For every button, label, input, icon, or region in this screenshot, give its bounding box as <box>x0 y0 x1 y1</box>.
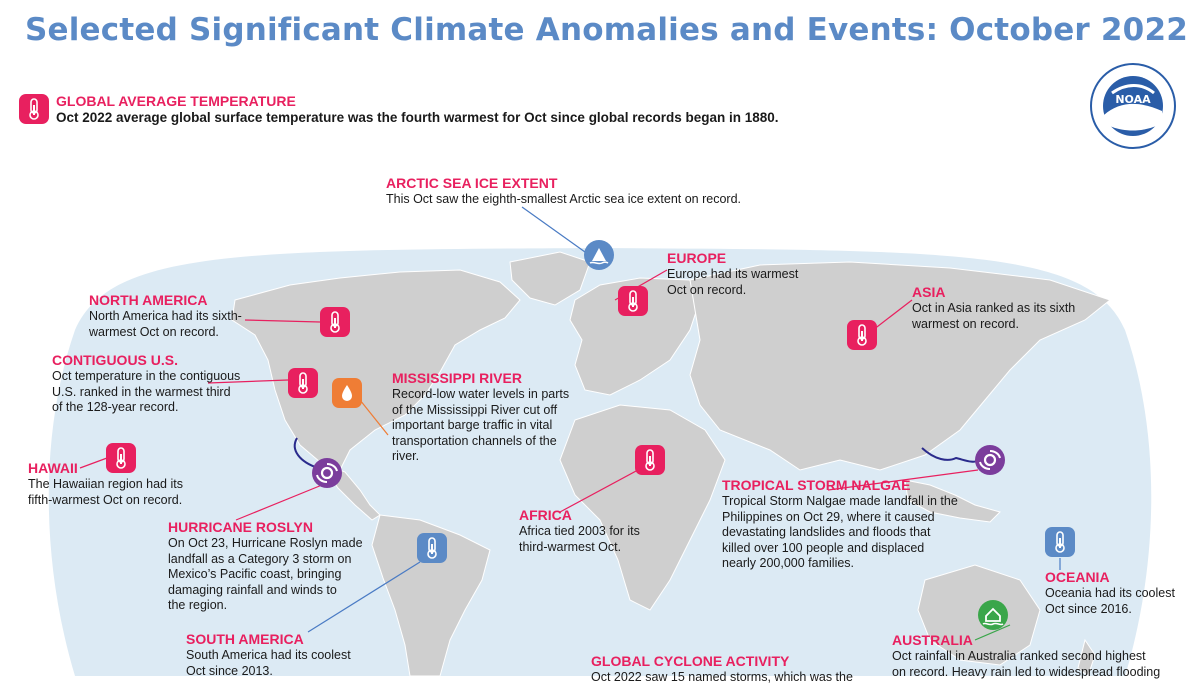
nalgae-track <box>921 447 983 463</box>
mississippi-text-4: transportation channels of the <box>392 433 557 448</box>
roslyn-label: HURRICANE ROSLYN On Oct 23, Hurricane Ro… <box>168 519 363 614</box>
mississippi-text-1: Record-low water levels in parts <box>392 387 570 401</box>
contiguous-us-label: CONTIGUOUS U.S. Oct temperature in the c… <box>52 352 240 416</box>
australia-text-2: on record. Heavy rain led to widespread … <box>892 664 1161 679</box>
contiguous-us-text-1: Oct temperature in the contiguous <box>52 369 241 383</box>
thermometer-icon <box>19 94 49 124</box>
thermometer-icon <box>847 320 877 350</box>
australia-label: AUSTRALIA Oct rainfall in Australia rank… <box>892 632 1160 680</box>
arctic-heading: ARCTIC SEA ICE EXTENT <box>386 175 558 191</box>
thermometer-icon <box>288 368 318 398</box>
asia-heading: ASIA <box>912 284 946 300</box>
nalgae-text-3: devastating landslides and floods that <box>722 525 931 539</box>
europe-text-2: Oct on record. <box>667 282 747 297</box>
noaa-logo: NOAA <box>1090 63 1176 149</box>
oceania-text-2: Oct since 2016. <box>1045 601 1132 616</box>
south-america-label: SOUTH AMERICA South America had its cool… <box>186 631 351 679</box>
nalgae-label: TROPICAL STORM NALGAE Tropical Storm Nal… <box>722 477 958 572</box>
north-america-land <box>231 269 521 471</box>
africa-text-1: Africa tied 2003 for its <box>519 524 640 538</box>
hawaii-text-1: The Hawaiian region had its <box>28 477 183 491</box>
arctic-label: ARCTIC SEA ICE EXTENT This Oct saw the e… <box>386 175 741 208</box>
mississippi-text-3: important barge traffic in vital <box>392 418 553 432</box>
thermometer-icon <box>618 286 648 316</box>
sea-ice-icon <box>584 240 614 270</box>
europe-land <box>569 277 701 396</box>
mississippi-label: MISSISSIPPI RIVER Record-low water level… <box>392 370 569 465</box>
oceania-heading: OCEANIA <box>1045 569 1110 585</box>
water-drop-icon <box>332 378 362 408</box>
north-america-heading: NORTH AMERICA <box>89 292 208 308</box>
asia-text-2: warmest on record. <box>912 316 1019 331</box>
nalgae-text-5: nearly 200,000 families. <box>722 556 855 570</box>
roslyn-text-2: landfall as a Category 3 storm on <box>168 551 352 566</box>
logo-text: NOAA <box>1115 93 1151 106</box>
south-america-heading: SOUTH AMERICA <box>186 631 304 647</box>
hawaii-text-2: fifth-warmest Oct on record. <box>28 492 183 507</box>
asia-land <box>689 261 1112 471</box>
europe-text-1: Europe had its warmest <box>667 267 799 281</box>
africa-label: AFRICA Africa tied 2003 for its third-wa… <box>519 507 640 555</box>
global-temp-text: Oct 2022 average global surface temperat… <box>56 110 779 125</box>
australia-heading: AUSTRALIA <box>892 632 973 648</box>
north-america-text-1: North America had its sixth- <box>89 309 242 323</box>
contiguous-us-text-2: U.S. ranked in the warmest third <box>52 384 231 399</box>
roslyn-text-1: On Oct 23, Hurricane Roslyn made <box>168 536 363 550</box>
thermometer-icon <box>1045 527 1075 557</box>
roslyn-text-3: Mexico’s Pacific coast, bringing <box>168 567 342 581</box>
roslyn-heading: HURRICANE ROSLYN <box>168 519 313 535</box>
mississippi-heading: MISSISSIPPI RIVER <box>392 370 522 386</box>
thermometer-icon <box>417 533 447 563</box>
maritime-asia-land <box>904 479 1001 523</box>
new-zealand-land <box>1077 638 1096 676</box>
thermometer-icon <box>635 445 665 475</box>
arctic-text: This Oct saw the eighth-smallest Arctic … <box>386 192 742 206</box>
europe-label: EUROPE Europe had its warmest Oct on rec… <box>667 250 798 298</box>
europe-heading: EUROPE <box>667 250 727 266</box>
hurricane-icon <box>975 445 1005 475</box>
africa-heading: AFRICA <box>519 507 572 523</box>
page-title: Selected Significant Climate Anomalies a… <box>24 12 1188 48</box>
africa-text-2: third-warmest Oct. <box>519 539 622 554</box>
south-america-text-2: Oct since 2013. <box>186 663 273 678</box>
australia-text-1: Oct rainfall in Australia ranked second … <box>892 649 1146 663</box>
oceania-label: OCEANIA Oceania had its coolest Oct sinc… <box>1045 569 1175 617</box>
global-temp-heading: GLOBAL AVERAGE TEMPERATURE <box>56 93 296 109</box>
roslyn-text-5: the region. <box>168 598 228 612</box>
oceania-text-1: Oceania had its coolest <box>1045 586 1175 600</box>
flood-icon <box>978 600 1008 630</box>
contiguous-us-heading: CONTIGUOUS U.S. <box>52 352 179 368</box>
hurricane-icon <box>312 458 342 488</box>
asia-text-1: Oct in Asia ranked as its sixth <box>912 301 1076 315</box>
mississippi-text-2: of the Mississippi River cut off <box>392 402 558 417</box>
north-america-text-2: warmest Oct on record. <box>89 324 219 339</box>
nalgae-heading: TROPICAL STORM NALGAE <box>722 477 911 493</box>
thermometer-icon <box>106 443 136 473</box>
cyclone-text-1: Oct 2022 saw 15 named storms, which was … <box>591 670 853 684</box>
cyclone-heading: GLOBAL CYCLONE ACTIVITY <box>591 653 790 669</box>
asia-label: ASIA Oct in Asia ranked as its sixth war… <box>912 284 1075 332</box>
mississippi-text-5: river. <box>392 449 420 463</box>
north-america-label: NORTH AMERICA North America had its sixt… <box>89 292 242 340</box>
africa-land <box>559 404 726 611</box>
south-america-text-1: South America had its coolest <box>186 648 351 662</box>
nalgae-text-4: killed over 100 people and displaced <box>722 540 925 555</box>
thermometer-icon <box>320 307 350 337</box>
hawaii-label: HAWAII The Hawaiian region had its fifth… <box>28 460 183 508</box>
hawaii-heading: HAWAII <box>28 460 78 476</box>
nalgae-text-2: Philippines on Oct 29, where it caused <box>722 509 935 524</box>
greenland-land <box>509 251 591 306</box>
cyclone-label: GLOBAL CYCLONE ACTIVITY Oct 2022 saw 15 … <box>591 653 853 686</box>
roslyn-text-4: damaging rainfall and winds to <box>168 582 337 597</box>
nalgae-text-1: Tropical Storm Nalgae made landfall in t… <box>722 494 958 508</box>
contiguous-us-text-3: of the 128-year record. <box>52 400 179 414</box>
